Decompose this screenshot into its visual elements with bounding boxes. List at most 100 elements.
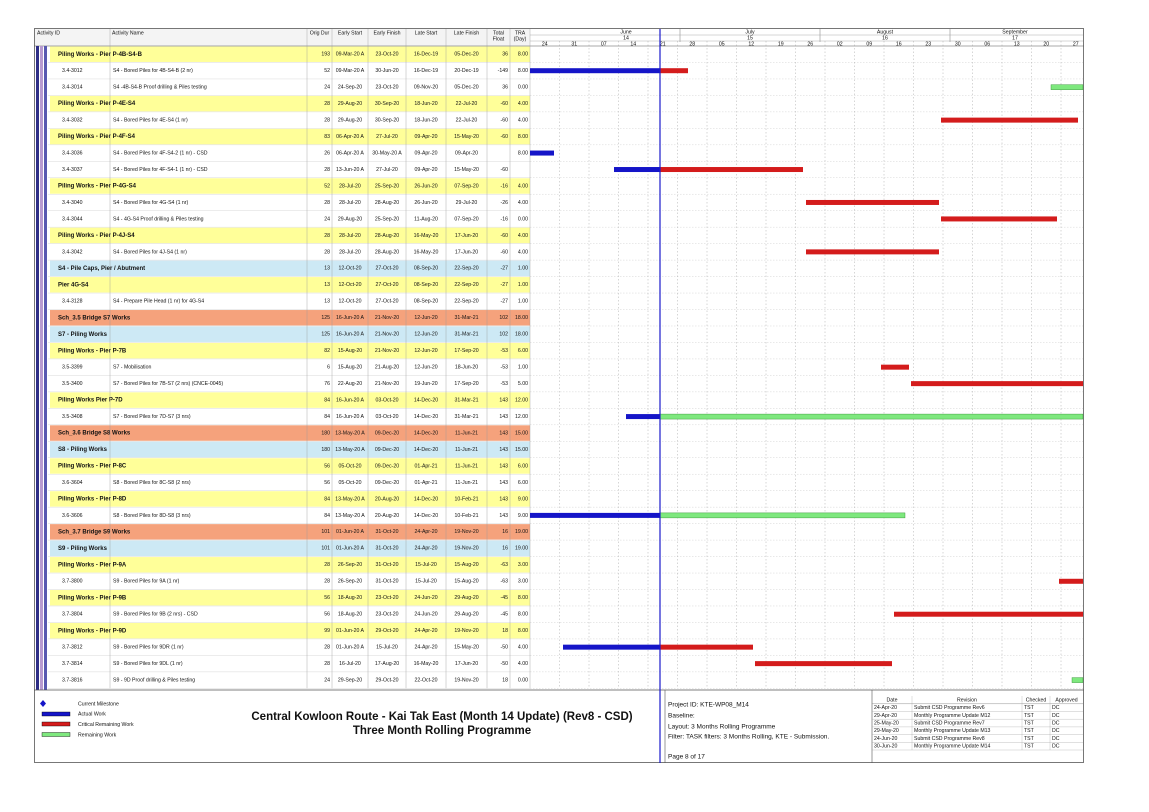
filter: Filter: TASK filters: 3 Months Rolling, …: [668, 734, 829, 741]
gantt-bar: [530, 68, 660, 74]
group-band: [50, 441, 530, 458]
column-header: Activity ID: [37, 30, 60, 36]
cell: 18-Jun-20: [455, 365, 478, 371]
group-band: [50, 392, 530, 408]
week-number: 16: [882, 35, 888, 41]
cell: 28-Jul-20: [339, 200, 361, 206]
group-name: Piling Works - Pier P-9B: [58, 595, 127, 601]
cell: 08-Sep-20: [414, 299, 438, 305]
group-band: [50, 178, 530, 194]
cell: 15-May-20: [454, 645, 479, 651]
cell: 16-Jun-20 A: [336, 414, 365, 420]
cell: 16: [502, 546, 508, 552]
cell: 28-Aug-20: [375, 249, 399, 255]
activity-name: S8 - Bored Piles for 8C-S8 (2 nrs): [113, 480, 191, 486]
cell: 84: [324, 414, 330, 420]
group-name: Piling Works Pier P-7D: [58, 398, 123, 404]
cell: 102: [499, 332, 508, 338]
day-label: 13: [1014, 41, 1020, 47]
day-label: 23: [925, 41, 931, 47]
cell: -50: [501, 645, 509, 651]
cell: 28-Aug-20: [375, 233, 399, 239]
cell: 6.00: [518, 348, 528, 354]
column-header: Float: [493, 36, 505, 42]
revision-cell: DC: [1052, 705, 1060, 711]
activity-name: S4 - Bored Piles for 4E-S4 (1 nr): [113, 117, 188, 123]
activity-name: S9 - Bored Piles for 9DR (1 nr): [113, 645, 184, 651]
cell: 30-Sep-20: [375, 101, 399, 107]
gantt-bar: [659, 413, 1084, 420]
cell: 16-Dec-19: [414, 68, 438, 74]
cell: 09-Apr-20: [414, 134, 437, 140]
activity-name: S4 - Prepare Pile Head (1 nr) for 4G-S4: [113, 299, 204, 305]
cell: 21-Nov-20: [375, 348, 399, 354]
cell: 6.00: [518, 463, 528, 469]
cell: 56: [324, 595, 330, 601]
cell: 09-Apr-20: [414, 150, 437, 156]
cell: 31-Oct-20: [375, 579, 398, 585]
cell: -27: [501, 282, 509, 288]
day-label: 12: [748, 41, 754, 47]
cell: 12-Oct-20: [338, 299, 361, 305]
activity-name: S4 - 4G-S4 Proof drilling & Piles testin…: [113, 216, 204, 222]
day-label: 26: [807, 41, 813, 47]
cell: 15-Aug-20: [338, 348, 362, 354]
cell: 12-Oct-20: [338, 266, 361, 272]
day-label: 19: [778, 41, 784, 47]
cell: 27-Oct-20: [375, 266, 398, 272]
cell: 19-Nov-20: [454, 546, 478, 552]
group-name: Piling Works - Pier P-4F-S4: [58, 134, 136, 140]
project-id: Project ID: KTE-WP08_M14: [668, 702, 749, 709]
cell: 28: [324, 101, 330, 107]
cell: -53: [501, 381, 509, 387]
cell: -60: [501, 167, 509, 173]
revision-cell: 29-Apr-20: [874, 713, 897, 719]
cell: 17-Jun-20: [455, 233, 478, 239]
cell: 31-Mar-21: [455, 397, 479, 403]
revision-cell: TST: [1024, 705, 1035, 711]
cell: 14-Dec-20: [414, 414, 438, 420]
cell: 26-Sep-20: [338, 562, 362, 568]
cell: 24-Sep-20: [338, 85, 362, 91]
cell: 08-Sep-20: [414, 282, 438, 288]
cell: 52: [324, 68, 330, 74]
cell: 82: [324, 348, 330, 354]
activity-id: 3.4-3036: [62, 150, 83, 156]
cell: 11-Aug-20: [414, 216, 438, 222]
cell: 143: [499, 447, 508, 453]
cell: 20-Aug-20: [375, 496, 399, 502]
cell: 05-Dec-20: [454, 85, 478, 91]
page-number: Page 8 of 17: [668, 754, 705, 761]
activity-name: S4 - Bored Piles for 4F-S4-1 (1 nr) - CS…: [113, 167, 208, 173]
cell: 15.00: [515, 447, 528, 453]
cell: -27: [501, 266, 509, 272]
group-band: [50, 540, 530, 557]
cell: 5.00: [518, 381, 528, 387]
cell: 01-Jun-20 A: [336, 529, 365, 535]
cell: 28: [324, 562, 330, 568]
cell: 24: [324, 677, 330, 683]
group-band: [50, 342, 530, 359]
cell: 15-Jul-20: [376, 645, 398, 651]
group-name: Piling Works - Pier P-9A: [58, 562, 127, 568]
revision-cell: Submit CSD Programme Rev7: [914, 720, 985, 726]
cell: 56: [324, 463, 330, 469]
cell: 16-Jun-20 A: [336, 315, 365, 321]
cell: 4.00: [518, 645, 528, 651]
cell: 31-Oct-20: [375, 529, 398, 535]
group-band: [50, 425, 530, 441]
cell: 19-Nov-20: [454, 529, 478, 535]
cell: -16: [501, 183, 509, 189]
cell: 26-Sep-20: [338, 579, 362, 585]
gantt-bar: [660, 644, 753, 650]
cell: 01-Apr-21: [414, 480, 437, 486]
cell: 19-Nov-20: [454, 628, 478, 634]
day-label: 05: [719, 41, 725, 47]
cell: 13: [324, 299, 330, 305]
cell: 12.00: [515, 414, 528, 420]
cell: 15-May-20: [454, 167, 479, 173]
cell: 24-Apr-20: [414, 645, 437, 651]
activity-name: S9 - Bored Piles for 9B (2 nrs) - CSD: [113, 612, 198, 618]
cell: 84: [324, 397, 330, 403]
activity-id: 3.4-3014: [62, 85, 83, 91]
